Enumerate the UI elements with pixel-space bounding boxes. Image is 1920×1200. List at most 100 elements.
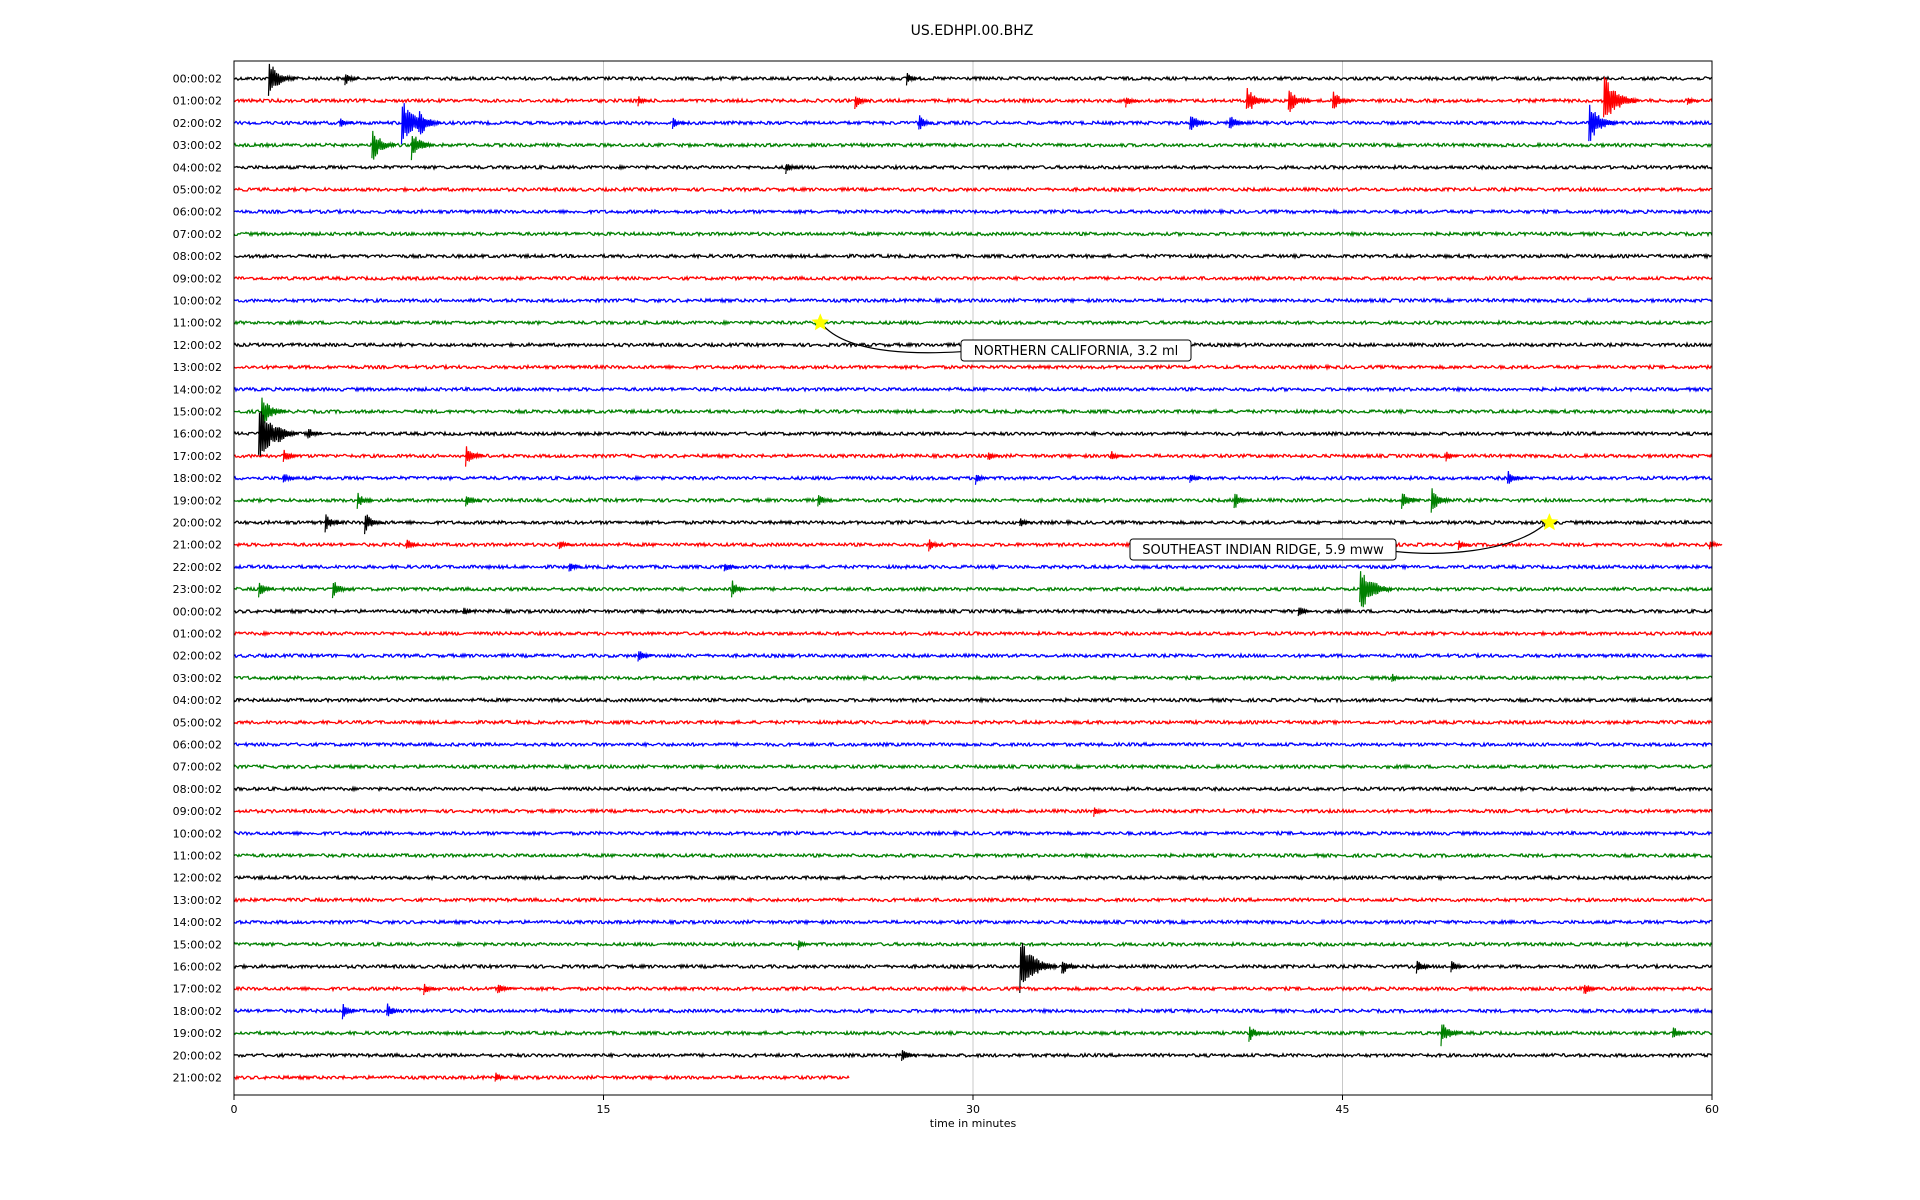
trace-row-23 [233, 585, 1713, 593]
row-label-9: 09:00:02 [173, 272, 222, 285]
row-label-10: 10:00:02 [173, 295, 222, 308]
trace-row-13 [233, 363, 1713, 371]
annotation-label-0: NORTHERN CALIFORNIA, 3.2 ml [974, 344, 1178, 359]
trace-row-37 [233, 896, 1713, 904]
seismic-event-r2-2 [418, 111, 442, 135]
seismic-event-r2-7 [1588, 104, 1619, 142]
x-axis: 0 15 30 45 60 [231, 1095, 1719, 1116]
row-label-24: 00:00:02 [173, 605, 222, 618]
seismic-event-r43-1 [1440, 1024, 1463, 1047]
trace-row-45 [233, 1074, 850, 1082]
seismic-event-r18-1 [974, 474, 990, 485]
trace-row-14 [233, 385, 1713, 393]
trace-row-32 [233, 785, 1713, 793]
x-tick-label-4: 60 [1705, 1103, 1719, 1116]
seismic-event-r15-0 [260, 397, 286, 425]
trace-row-31 [233, 763, 1713, 771]
x-tick-label-3: 45 [1336, 1103, 1350, 1116]
chart-title: US.EDHPI.00.BHZ [911, 23, 1034, 39]
trace-row-11 [233, 319, 1713, 327]
seismic-event-r17-1 [465, 446, 485, 467]
seismic-event-r22-1 [723, 563, 739, 572]
seismic-event-r0-0 [267, 63, 297, 96]
row-label-40: 16:00:02 [173, 961, 222, 974]
seismic-event-r19-4 [1401, 493, 1421, 509]
seismic-event-r1-4 [1287, 90, 1311, 113]
seismic-event-r24-1 [1297, 607, 1313, 617]
trace-row-9 [233, 274, 1713, 282]
trace-row-35 [233, 851, 1713, 860]
event-star-icon [1540, 513, 1559, 531]
seismic-event-r16-1 [277, 427, 298, 443]
trace-row-1 [233, 97, 1713, 105]
row-label-32: 08:00:02 [173, 783, 222, 796]
annotation-connector [823, 326, 962, 354]
seismic-event-r17-3 [1110, 451, 1124, 460]
trace-row-36 [233, 874, 1713, 882]
seismic-event-r1-3 [1245, 87, 1270, 109]
row-label-8: 08:00:02 [173, 250, 222, 263]
row-label-20: 20:00:02 [173, 517, 222, 530]
seismic-event-r40-2 [1415, 960, 1433, 974]
seismic-event-r18-3 [1506, 471, 1525, 484]
seismic-event-r17-4 [1445, 451, 1459, 462]
row-label-45: 21:00:02 [173, 1072, 222, 1085]
seismic-event-r40-3 [1450, 961, 1466, 973]
annotation-label-1: SOUTHEAST INDIAN RIDGE, 5.9 mww [1142, 543, 1384, 558]
seismic-event-r17-2 [987, 452, 1001, 460]
seismic-event-r1-1 [854, 96, 871, 110]
trace-group [233, 63, 1723, 1082]
row-label-31: 07:00:02 [173, 761, 222, 774]
seismic-event-r1-2 [1125, 97, 1140, 108]
seismic-event-r33-0 [1093, 807, 1107, 817]
seismic-event-r19-2 [817, 495, 833, 507]
row-label-34: 10:00:02 [173, 827, 222, 840]
x-tick-label-2: 30 [966, 1103, 980, 1116]
seismic-event-r27-0 [1391, 673, 1404, 682]
row-label-14: 14:00:02 [173, 383, 222, 396]
seismic-event-r26-0 [637, 651, 653, 662]
row-label-44: 20:00:02 [173, 1049, 222, 1062]
seismic-event-r23-3 [1359, 571, 1393, 608]
seismic-event-r43-2 [1672, 1027, 1688, 1038]
trace-row-29 [233, 718, 1713, 726]
trace-row-16 [233, 430, 1713, 438]
seismic-event-r41-2 [1583, 984, 1599, 994]
row-label-21: 21:00:02 [173, 539, 222, 552]
trace-row-7 [233, 230, 1713, 238]
trace-row-39 [233, 940, 1713, 948]
seismic-event-r23-2 [731, 580, 750, 598]
seismic-event-r1-0 [637, 96, 651, 107]
seismic-event-r2-6 [1228, 116, 1247, 129]
seismic-event-r45-0 [494, 1072, 509, 1082]
grid-lines [603, 61, 1343, 1095]
trace-row-41 [233, 985, 1713, 993]
row-label-38: 14:00:02 [173, 916, 222, 929]
seismic-event-r23-0 [258, 582, 275, 598]
trace-row-26 [233, 651, 1713, 660]
annotation-group: NORTHERN CALIFORNIA, 3.2 ml SOUTHEAST IND… [811, 313, 1559, 561]
seismic-event-r41-0 [423, 983, 438, 996]
row-label-29: 05:00:02 [173, 716, 222, 729]
seismic-event-r0-1 [344, 74, 360, 86]
row-label-18: 18:00:02 [173, 472, 222, 485]
trace-row-34 [233, 829, 1713, 838]
x-tick-label-1: 15 [597, 1103, 611, 1116]
row-label-12: 12:00:02 [173, 339, 222, 352]
trace-row-4 [233, 163, 1713, 171]
row-label-1: 01:00:02 [173, 95, 222, 108]
seismic-event-r23-1 [331, 582, 351, 599]
seismic-event-r1-7 [1686, 96, 1701, 105]
seismic-event-r17-0 [282, 449, 300, 462]
trace-row-28 [233, 696, 1713, 704]
row-label-group: 00:00:02 01:00:02 02:00:02 03:00:02 04:00:02… [173, 73, 222, 1085]
seismic-event-r18-2 [1189, 474, 1203, 483]
seismic-event-r44-0 [901, 1050, 917, 1061]
trace-row-0 [233, 74, 1713, 82]
seismic-event-r2-4 [918, 115, 935, 130]
seismic-event-r42-0 [341, 1003, 359, 1020]
row-label-36: 12:00:02 [173, 872, 222, 885]
trace-row-20 [233, 518, 1713, 527]
seismic-event-r20-2 [1019, 518, 1033, 527]
row-label-11: 11:00:02 [173, 317, 222, 330]
